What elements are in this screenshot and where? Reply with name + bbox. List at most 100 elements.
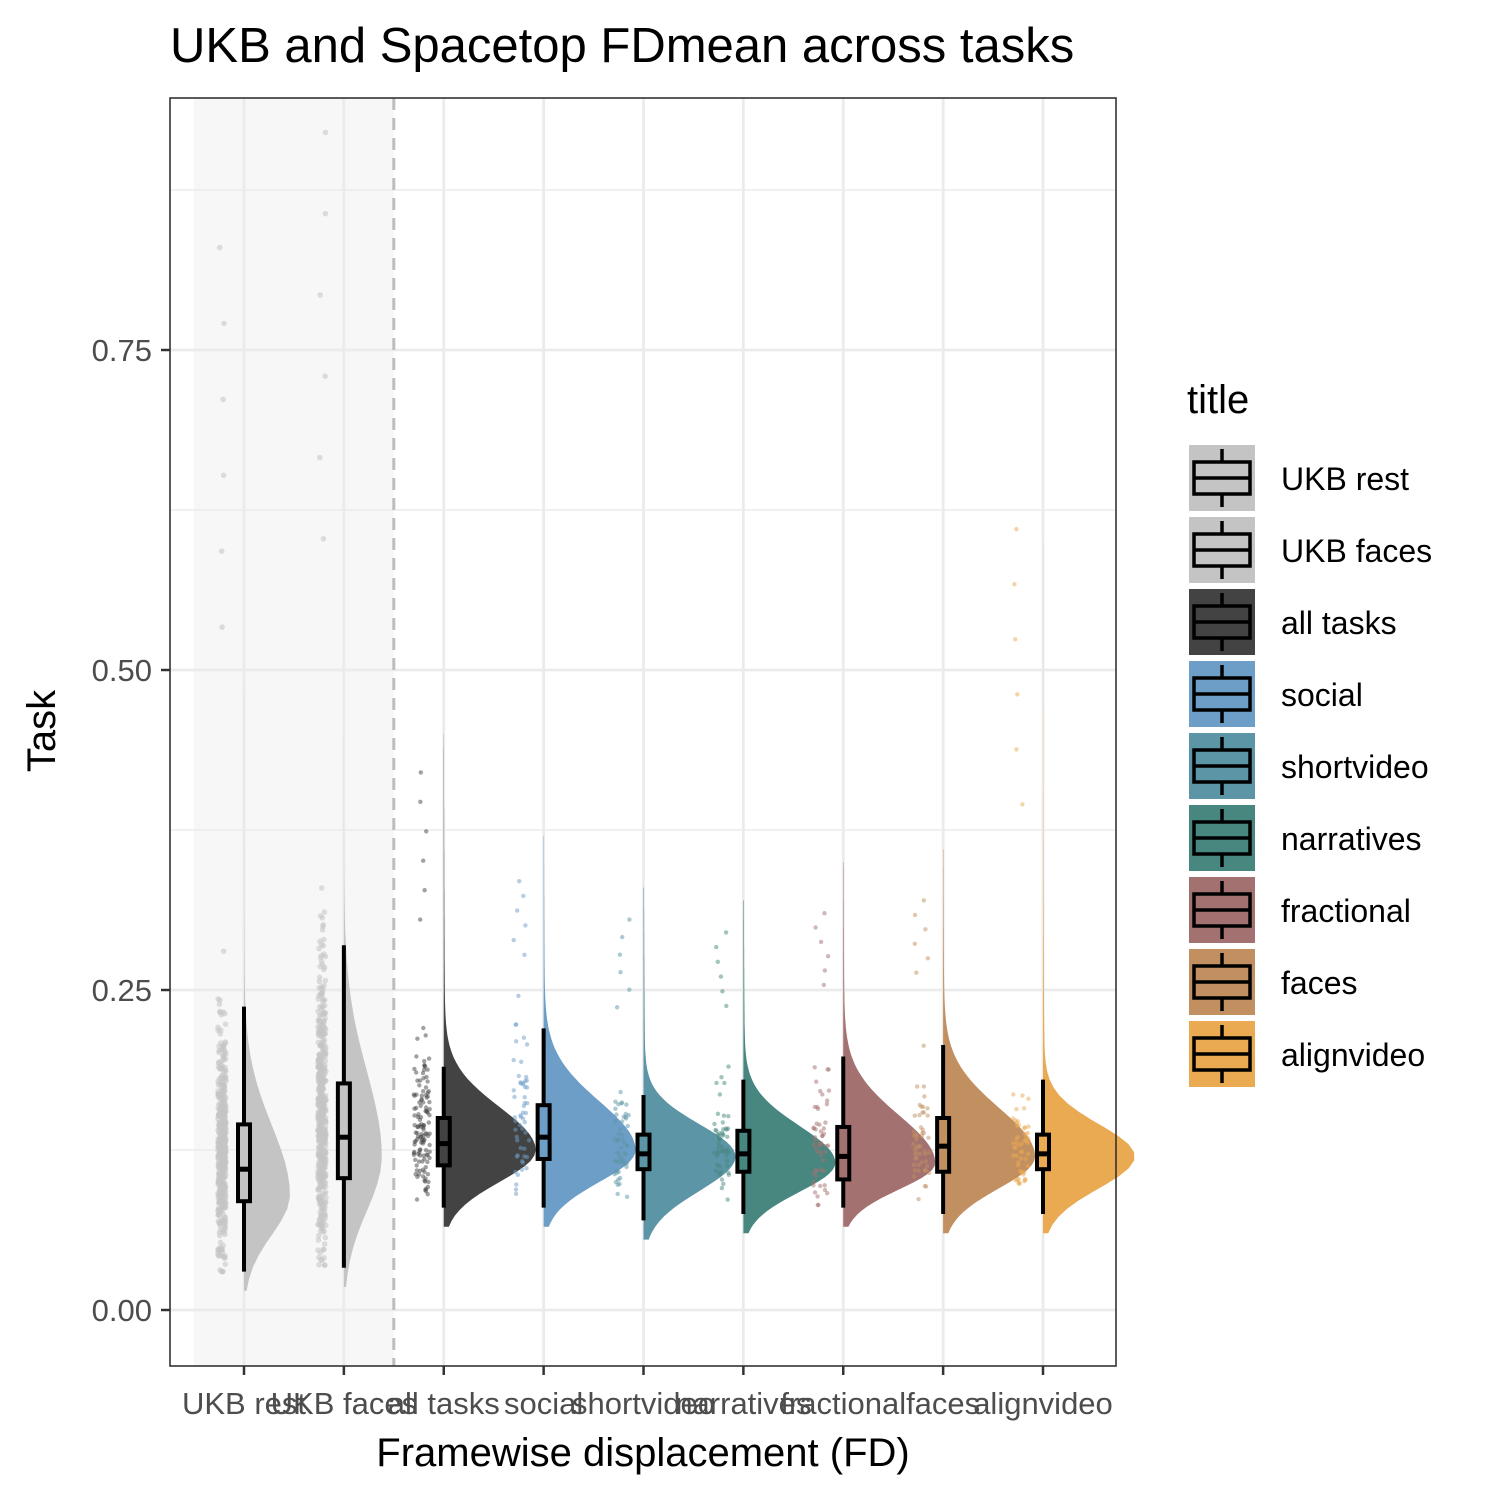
rain-point — [321, 1174, 327, 1180]
rain-point — [424, 1152, 429, 1157]
rain-points — [215, 129, 1031, 1275]
legend-label: narratives — [1281, 821, 1422, 857]
x-tick-label: narratives — [675, 1386, 811, 1421]
rain-point — [1015, 692, 1020, 697]
rain-point — [822, 1183, 827, 1188]
rain-point — [221, 1254, 228, 1261]
rain-point — [216, 1247, 223, 1254]
rain-point — [423, 1131, 428, 1137]
rain-point — [221, 1121, 228, 1127]
rain-point — [717, 1136, 722, 1142]
rain-point — [321, 982, 327, 989]
rain-point — [322, 129, 329, 136]
rain-point — [812, 1065, 817, 1070]
rain-point — [322, 210, 329, 217]
rain-point — [514, 1134, 519, 1140]
legend-label: UKB rest — [1281, 461, 1409, 497]
rain-point — [815, 1194, 820, 1199]
rain-point — [826, 1088, 832, 1093]
legend-title: title — [1187, 378, 1249, 422]
rain-point — [818, 1183, 823, 1189]
box-ukb-rest — [236, 1122, 252, 1204]
rain-point — [818, 1167, 824, 1172]
rain-point — [411, 1150, 417, 1156]
rain-point — [426, 1056, 432, 1061]
rain-point — [221, 1190, 227, 1196]
rain-point — [422, 1064, 428, 1069]
rain-point — [920, 1110, 925, 1115]
rain-point — [923, 1167, 929, 1173]
x-tick-label: social — [504, 1386, 583, 1421]
rain-point — [417, 1123, 422, 1128]
rain-point — [218, 1176, 225, 1182]
rain-point — [720, 989, 725, 994]
rain-point — [523, 923, 528, 928]
rain-point — [319, 1133, 326, 1139]
rain-point — [216, 1164, 223, 1171]
rain-point — [315, 1008, 321, 1015]
rain-point — [815, 1202, 820, 1208]
rain-point — [911, 1174, 917, 1179]
rain-point — [722, 1080, 727, 1086]
legend-label: UKB faces — [1281, 533, 1432, 569]
boxplot-faces — [935, 1045, 952, 1214]
rain-point — [517, 879, 522, 884]
rain-point — [318, 1200, 325, 1207]
rain-point — [824, 1143, 829, 1149]
rain-point — [217, 997, 223, 1003]
rain-point — [524, 1074, 529, 1080]
rain-point — [417, 1083, 422, 1088]
rain-point — [919, 1160, 924, 1165]
rain-point — [723, 1126, 728, 1131]
rain-point — [1015, 1162, 1021, 1168]
rain-point — [318, 1097, 325, 1103]
legend-item-all-tasks: all tasks — [1189, 589, 1397, 655]
rain-point — [317, 1221, 324, 1228]
rain-point — [426, 1179, 431, 1185]
rain-point — [321, 1228, 327, 1234]
rain-point — [418, 799, 423, 804]
rain-point — [320, 1205, 327, 1212]
rain-point — [322, 1212, 329, 1219]
rain-point — [421, 1125, 426, 1130]
rain-point — [1014, 527, 1019, 532]
rain-point — [719, 1177, 725, 1182]
rain-point — [423, 1148, 429, 1153]
rain-point — [316, 978, 323, 985]
rain-points-fractional — [811, 911, 832, 1208]
rain-point — [416, 1159, 422, 1164]
rain-point — [318, 1144, 325, 1150]
rain-point — [812, 1190, 818, 1195]
rain-point — [522, 952, 527, 957]
rain-point — [427, 1099, 432, 1105]
rain-point — [820, 1092, 825, 1097]
rain-point — [724, 1152, 729, 1158]
rain-points-ukb-faces — [315, 129, 329, 1268]
rain-point — [914, 1084, 920, 1089]
rain-points-social — [511, 879, 532, 1197]
rain-point — [220, 1227, 226, 1234]
rain-point — [421, 1100, 426, 1105]
rain-point — [216, 1199, 222, 1205]
rain-point — [1017, 1181, 1022, 1186]
rain-point — [521, 893, 526, 899]
rain-point — [613, 1106, 618, 1112]
rain-point — [623, 1114, 628, 1120]
rain-point — [316, 1003, 323, 1010]
rain-point — [925, 956, 930, 961]
rain-point — [615, 1191, 620, 1197]
rain-point — [1013, 1118, 1018, 1123]
rain-point — [423, 1033, 428, 1038]
rain-point — [725, 1163, 730, 1168]
rain-point — [923, 1184, 929, 1189]
rain-point — [818, 1152, 824, 1158]
rain-point — [322, 1143, 329, 1149]
rain-point — [818, 1141, 823, 1146]
rain-point — [912, 941, 917, 946]
rain-point — [813, 1137, 818, 1142]
legend-label: faces — [1281, 965, 1357, 1001]
legend-item-fractional: fractional — [1189, 877, 1411, 943]
rain-point — [613, 1099, 618, 1104]
rain-point — [419, 1097, 424, 1102]
rain-point — [422, 1169, 427, 1175]
